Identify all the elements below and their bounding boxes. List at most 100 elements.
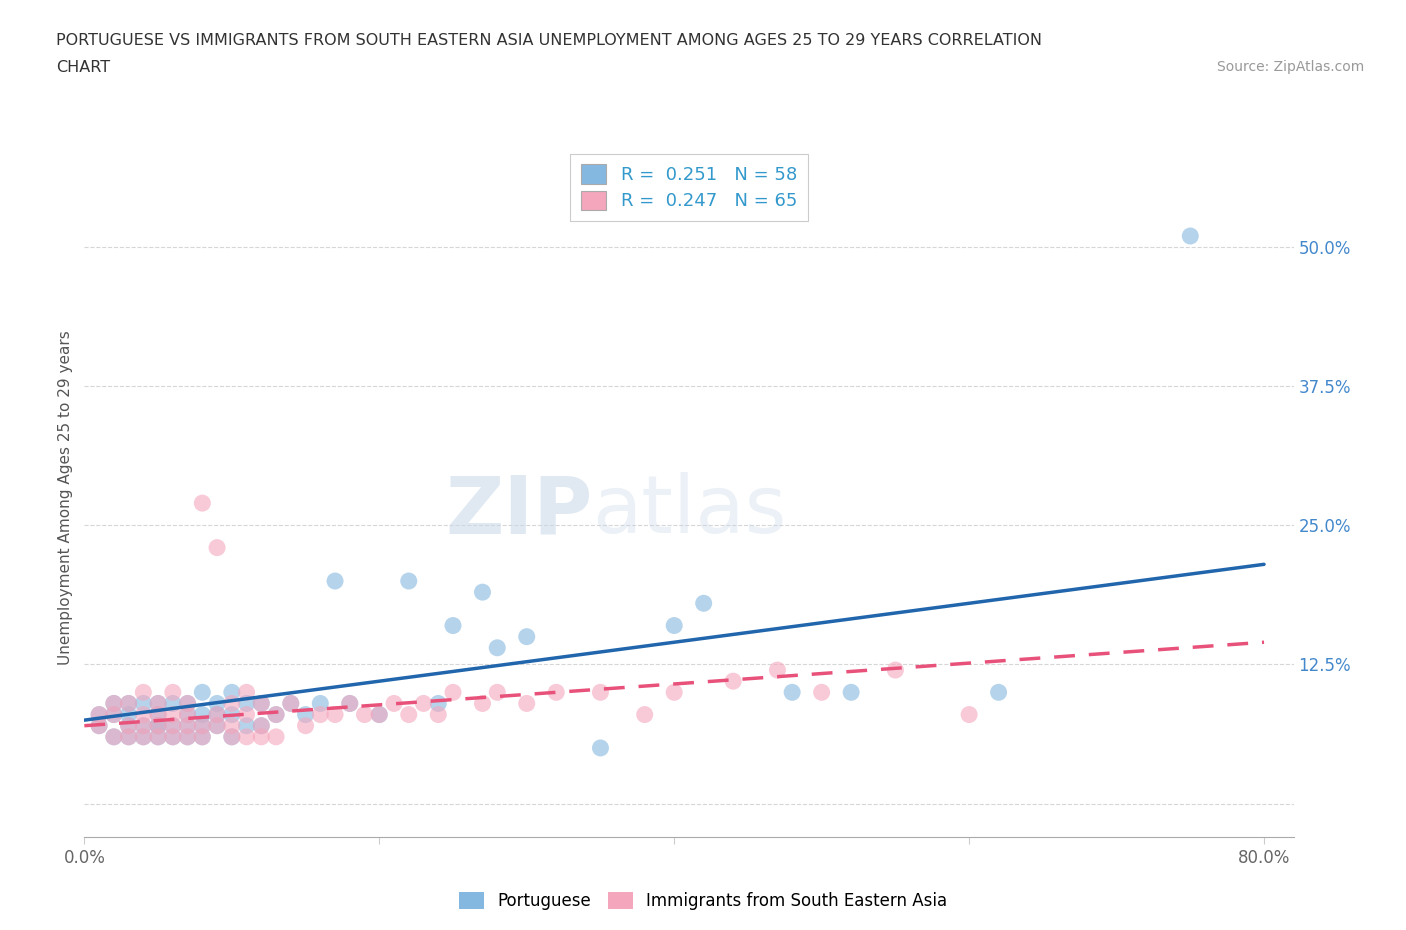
Point [264, 707, 287, 722]
Point [132, 696, 155, 711]
Point [250, 696, 273, 711]
Point [103, 707, 125, 722]
Point [486, 641, 509, 656]
Point [87, 718, 110, 733]
Point [368, 707, 391, 722]
Point [221, 684, 243, 699]
Text: CHART: CHART [56, 60, 110, 75]
Point [103, 707, 125, 722]
Point [957, 707, 980, 722]
Point [117, 707, 139, 722]
Point [235, 696, 257, 711]
Point [162, 718, 184, 733]
Point [884, 662, 907, 677]
Point [205, 718, 228, 733]
Text: ZIP: ZIP [444, 472, 592, 551]
Point [382, 696, 405, 711]
Point [205, 707, 228, 722]
Point [221, 729, 243, 744]
Point [205, 707, 228, 722]
Point [294, 718, 316, 733]
Point [205, 696, 228, 711]
Point [191, 718, 214, 733]
Point [146, 707, 169, 722]
Point [176, 707, 198, 722]
Point [516, 630, 538, 644]
Point [132, 718, 155, 733]
Point [191, 729, 214, 744]
Point [117, 718, 139, 733]
Text: Source: ZipAtlas.com: Source: ZipAtlas.com [1216, 60, 1364, 74]
Point [146, 707, 169, 722]
Point [250, 718, 273, 733]
Point [117, 718, 139, 733]
Point [264, 707, 287, 722]
Point [441, 684, 464, 699]
Point [191, 718, 214, 733]
Point [103, 729, 125, 744]
Point [987, 684, 1010, 699]
Point [810, 684, 832, 699]
Point [146, 718, 169, 733]
Point [87, 707, 110, 722]
Point [398, 574, 420, 589]
Point [162, 684, 184, 699]
Point [323, 574, 346, 589]
Point [132, 684, 155, 699]
Point [117, 696, 139, 711]
Text: PORTUGUESE VS IMMIGRANTS FROM SOUTH EASTERN ASIA UNEMPLOYMENT AMONG AGES 25 TO 2: PORTUGUESE VS IMMIGRANTS FROM SOUTH EAST… [56, 33, 1042, 47]
Point [132, 718, 155, 733]
Point [471, 696, 494, 711]
Point [221, 729, 243, 744]
Point [132, 729, 155, 744]
Point [235, 718, 257, 733]
Point [589, 740, 612, 755]
Point [221, 707, 243, 722]
Point [176, 729, 198, 744]
Point [117, 729, 139, 744]
Point [250, 696, 273, 711]
Point [368, 707, 391, 722]
Point [516, 696, 538, 711]
Point [146, 696, 169, 711]
Point [176, 696, 198, 711]
Point [146, 696, 169, 711]
Point [280, 696, 302, 711]
Text: atlas: atlas [592, 472, 786, 551]
Point [664, 618, 686, 633]
Point [176, 718, 198, 733]
Point [323, 707, 346, 722]
Point [205, 540, 228, 555]
Point [309, 707, 332, 722]
Point [162, 729, 184, 744]
Point [146, 718, 169, 733]
Point [87, 707, 110, 722]
Point [162, 696, 184, 711]
Point [721, 673, 744, 688]
Point [162, 718, 184, 733]
Point [235, 707, 257, 722]
Point [839, 684, 862, 699]
Point [235, 684, 257, 699]
Point [339, 696, 361, 711]
Point [205, 718, 228, 733]
Point [162, 707, 184, 722]
Point [176, 718, 198, 733]
Point [221, 718, 243, 733]
Point [427, 707, 450, 722]
Point [780, 684, 803, 699]
Point [546, 684, 568, 699]
Point [250, 718, 273, 733]
Point [191, 496, 214, 511]
Point [339, 696, 361, 711]
Point [353, 707, 375, 722]
Y-axis label: Unemployment Among Ages 25 to 29 years: Unemployment Among Ages 25 to 29 years [58, 330, 73, 665]
Point [692, 596, 714, 611]
Point [235, 729, 257, 744]
Point [441, 618, 464, 633]
Legend: Portuguese, Immigrants from South Eastern Asia: Portuguese, Immigrants from South Easter… [453, 885, 953, 917]
Point [309, 696, 332, 711]
Point [103, 729, 125, 744]
Point [398, 707, 420, 722]
Point [176, 707, 198, 722]
